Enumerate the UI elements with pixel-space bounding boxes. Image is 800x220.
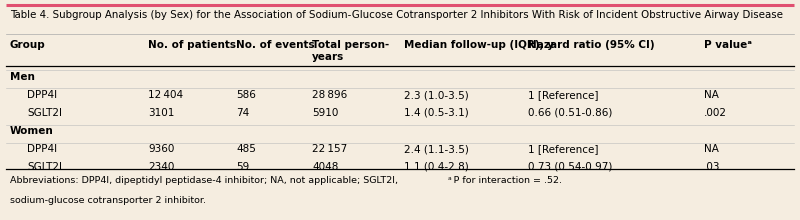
Text: No. of patients: No. of patients (148, 40, 236, 50)
Text: SGLT2I: SGLT2I (27, 108, 62, 118)
Text: 2.3 (1.0-3.5): 2.3 (1.0-3.5) (404, 90, 469, 100)
Text: NA: NA (704, 144, 719, 154)
Text: 0.73 (0.54-0.97): 0.73 (0.54-0.97) (528, 162, 612, 172)
Text: 2.4 (1.1-3.5): 2.4 (1.1-3.5) (404, 144, 469, 154)
Text: 0.66 (0.51-0.86): 0.66 (0.51-0.86) (528, 108, 612, 118)
Text: 1 [Reference]: 1 [Reference] (528, 144, 598, 154)
Text: 4048: 4048 (312, 162, 338, 172)
Text: SGLT2I: SGLT2I (27, 162, 62, 172)
Text: 9360: 9360 (148, 144, 174, 154)
Text: 74: 74 (236, 108, 250, 118)
Text: 22 157: 22 157 (312, 144, 347, 154)
Text: DPP4I: DPP4I (27, 144, 58, 154)
Text: sodium-glucose cotransporter 2 inhibitor.: sodium-glucose cotransporter 2 inhibitor… (10, 196, 206, 205)
Text: NA: NA (704, 90, 719, 100)
Text: Table 4. Subgroup Analysis (by Sex) for the Association of Sodium-Glucose Cotran: Table 4. Subgroup Analysis (by Sex) for … (10, 10, 782, 20)
Text: .002: .002 (704, 108, 727, 118)
Text: 2340: 2340 (148, 162, 174, 172)
Text: DPP4I: DPP4I (27, 90, 58, 100)
Text: 586: 586 (236, 90, 256, 100)
Text: Abbreviations: DPP4I, dipeptidyl peptidase-4 inhibitor; NA, not applicable; SGLT: Abbreviations: DPP4I, dipeptidyl peptida… (10, 176, 398, 185)
Text: 59: 59 (236, 162, 250, 172)
Text: Median follow-up (IQR), y: Median follow-up (IQR), y (404, 40, 554, 50)
Text: Men: Men (10, 72, 34, 82)
Text: Total person-
years: Total person- years (312, 40, 390, 62)
Text: .03: .03 (704, 162, 721, 172)
Text: 485: 485 (236, 144, 256, 154)
Text: Women: Women (10, 126, 54, 136)
Text: 12 404: 12 404 (148, 90, 183, 100)
Text: 1.1 (0.4-2.8): 1.1 (0.4-2.8) (404, 162, 469, 172)
Text: ᵃ P for interaction = .52.: ᵃ P for interaction = .52. (448, 176, 562, 185)
Text: 1 [Reference]: 1 [Reference] (528, 90, 598, 100)
Text: 5910: 5910 (312, 108, 338, 118)
Text: Hazard ratio (95% CI): Hazard ratio (95% CI) (528, 40, 654, 50)
Text: P valueᵃ: P valueᵃ (704, 40, 752, 50)
Text: Group: Group (10, 40, 46, 50)
Text: 28 896: 28 896 (312, 90, 347, 100)
Text: No. of events: No. of events (236, 40, 314, 50)
Text: 3101: 3101 (148, 108, 174, 118)
Text: 1.4 (0.5-3.1): 1.4 (0.5-3.1) (404, 108, 469, 118)
